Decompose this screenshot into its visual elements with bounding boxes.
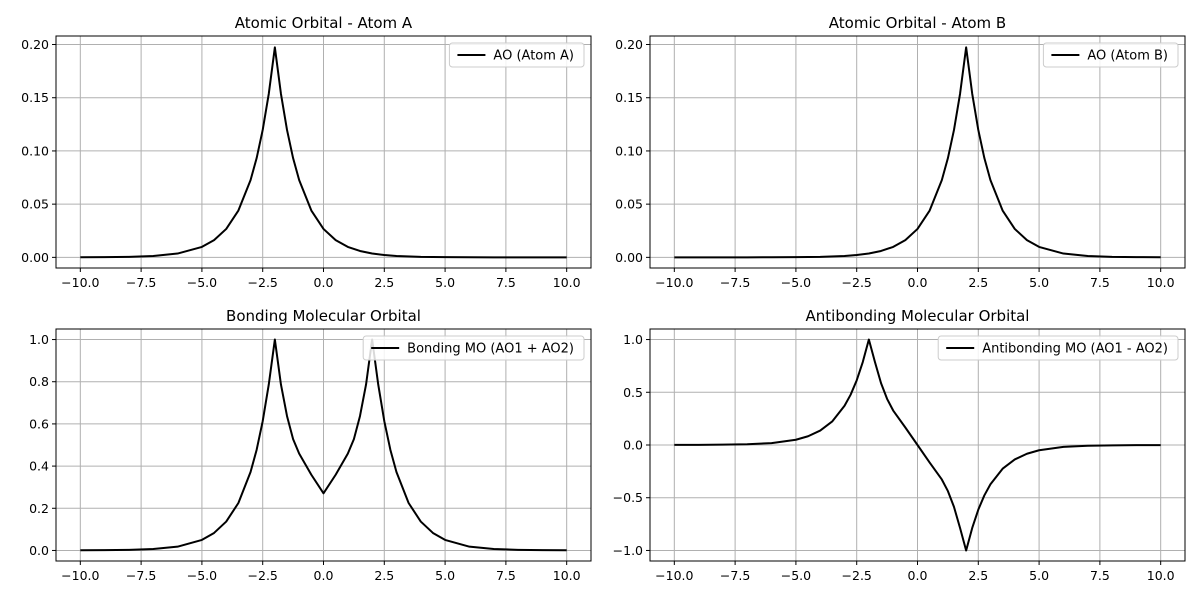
- x-tick-label: 5.0: [1029, 568, 1049, 583]
- chart-title: Bonding Molecular Orbital: [226, 307, 421, 325]
- grid: [650, 36, 1185, 268]
- x-tick-label: 10.0: [1147, 568, 1175, 583]
- series-line: [674, 46, 1161, 259]
- x-tick-label: −10.0: [655, 568, 693, 583]
- x-tick-label: −2.5: [248, 275, 278, 290]
- x-tick-label: −2.5: [248, 568, 278, 583]
- y-tick-label: 0.00: [21, 250, 49, 265]
- x-tick-label: 7.5: [1090, 568, 1110, 583]
- chart-title: Atomic Orbital - Atom A: [235, 14, 413, 32]
- y-tick-label: 0.6: [29, 416, 49, 431]
- chart-title: Antibonding Molecular Orbital: [806, 307, 1030, 325]
- legend-box: [937, 335, 1179, 361]
- x-tick-label: −5.0: [781, 568, 811, 583]
- series-line: [80, 338, 567, 552]
- x-tick-label: 0.0: [314, 568, 334, 583]
- x-tick-label: 2.5: [968, 275, 988, 290]
- y-tick-label: 1.0: [29, 332, 49, 347]
- x-tick-label: −10.0: [61, 568, 99, 583]
- x-tick-label: −7.5: [126, 568, 156, 583]
- x-tick-label: −7.5: [126, 275, 156, 290]
- subplot-antibonding-mo: Antibonding Molecular Orbital −10.0 −7.5 −…: [613, 307, 1186, 583]
- y-tick-label: 0.00: [615, 250, 643, 265]
- x-tick-label: −5.0: [781, 275, 811, 290]
- x-tick-label: −10.0: [655, 275, 693, 290]
- subplot-atom-b: Atomic Orbital - Atom B −10.0 −7.5 −5.0 −2.…: [615, 14, 1186, 290]
- x-tick-label: −2.5: [842, 568, 872, 583]
- legend-box: [362, 335, 585, 361]
- y-tick-label: 0.15: [615, 90, 643, 105]
- legend-label: Bonding MO (AO1 + AO2): [407, 342, 574, 357]
- x-tick-label: −2.5: [842, 275, 872, 290]
- y-tick-label: 0.4: [29, 459, 49, 474]
- y-tick-label: 0.20: [21, 37, 49, 52]
- series-line: [80, 46, 567, 259]
- x-tick-label: −5.0: [187, 275, 217, 290]
- x-tick-label: −10.0: [61, 275, 99, 290]
- y-tick-label: 0.8: [29, 374, 49, 389]
- y-tick-label: −0.5: [613, 490, 643, 505]
- y-tick-label: 0.05: [21, 197, 49, 212]
- x-tick-label: 5.0: [435, 568, 455, 583]
- y-tick-label: 0.20: [615, 37, 643, 52]
- x-tick-label: 10.0: [553, 568, 581, 583]
- x-tick-label: 2.5: [374, 568, 394, 583]
- subplot-atom-a: Atomic Orbital - Atom A −10.0 −7.5 −5.0 −2.…: [21, 14, 592, 290]
- x-tick-label: 0.0: [908, 568, 928, 583]
- y-tick-label: 0.05: [615, 197, 643, 212]
- x-tick-label: 7.5: [496, 568, 516, 583]
- y-tick-label: 0.2: [29, 501, 49, 516]
- legend-label: Antibonding MO (AO1 - AO2): [982, 342, 1168, 357]
- legend-label: AO (Atom B): [1087, 49, 1168, 64]
- legend-box: [448, 42, 585, 68]
- x-tick-label: 5.0: [435, 275, 455, 290]
- y-tick-label: 0.0: [623, 438, 643, 453]
- legend: AO (Atom B): [1042, 42, 1179, 68]
- x-tick-label: 7.5: [496, 275, 516, 290]
- series-line: [674, 338, 1161, 552]
- subplot-bonding-mo: Bonding Molecular Orbital −10.0 −7.5 −5.0 −…: [29, 307, 592, 583]
- y-tick-label: 1.0: [623, 332, 643, 347]
- y-tick-label: 0.15: [21, 90, 49, 105]
- x-tick-label: 10.0: [553, 275, 581, 290]
- x-tick-label: 2.5: [968, 568, 988, 583]
- legend-box: [1042, 42, 1179, 68]
- legend: Antibonding MO (AO1 - AO2): [937, 335, 1179, 361]
- y-tick-label: 0.10: [615, 143, 643, 158]
- y-tick-label: −1.0: [613, 543, 643, 558]
- x-tick-label: −5.0: [187, 568, 217, 583]
- chart-title: Atomic Orbital - Atom B: [829, 14, 1006, 32]
- x-tick-label: 0.0: [908, 275, 928, 290]
- grid: [56, 36, 591, 268]
- x-tick-label: 10.0: [1147, 275, 1175, 290]
- y-tick-label: 0.0: [29, 543, 49, 558]
- x-tick-label: 0.0: [314, 275, 334, 290]
- y-tick-label: 0.10: [21, 143, 49, 158]
- x-tick-label: 7.5: [1090, 275, 1110, 290]
- y-tick-label: 0.5: [623, 385, 643, 400]
- legend: Bonding MO (AO1 + AO2): [362, 335, 585, 361]
- x-tick-label: 5.0: [1029, 275, 1049, 290]
- x-tick-label: 2.5: [374, 275, 394, 290]
- x-tick-label: −7.5: [720, 275, 750, 290]
- legend-label: AO (Atom A): [493, 49, 574, 64]
- x-tick-label: −7.5: [720, 568, 750, 583]
- legend: AO (Atom A): [448, 42, 585, 68]
